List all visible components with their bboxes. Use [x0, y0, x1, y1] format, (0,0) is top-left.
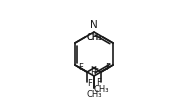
- Text: CH₃: CH₃: [86, 89, 102, 98]
- Text: CH₃: CH₃: [94, 85, 109, 94]
- Text: F: F: [87, 78, 92, 87]
- Text: F: F: [90, 67, 95, 76]
- Text: F: F: [78, 63, 83, 72]
- Text: F: F: [105, 63, 110, 72]
- Text: CH₃: CH₃: [86, 33, 102, 42]
- Text: F: F: [93, 67, 98, 76]
- Text: CH₃: CH₃: [86, 33, 102, 42]
- Text: N: N: [90, 19, 98, 29]
- Text: F: F: [96, 78, 101, 87]
